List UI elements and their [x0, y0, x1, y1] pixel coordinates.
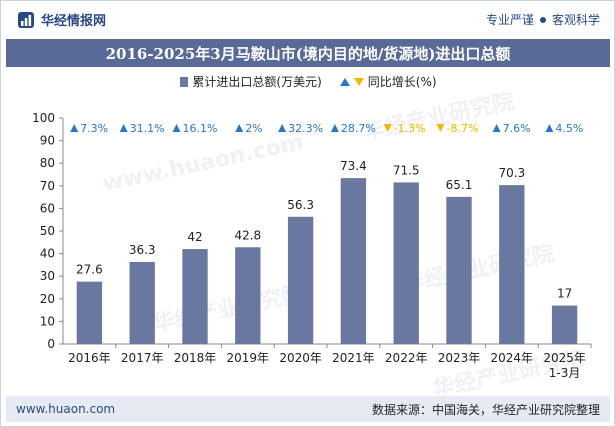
bar-value-label: 27.6	[76, 263, 103, 277]
triangle-down-icon	[353, 77, 364, 86]
triangle-down-icon	[436, 124, 445, 132]
category-label: 2016年	[68, 351, 111, 365]
tagline-left: 专业严谨	[485, 13, 534, 27]
y-tick-label: 10	[40, 314, 55, 328]
bar-value-label: 70.3	[498, 166, 525, 180]
legend: 累计进出口总额(万美元) 同比增长(%)	[1, 73, 615, 90]
category-label: 2024年	[491, 351, 534, 365]
legend-item-bars: 累计进出口总额(万美元)	[180, 73, 322, 90]
bar-value-label: 36.3	[129, 243, 156, 257]
brand: 华经情报网	[17, 10, 106, 29]
bar-value-label: 65.1	[446, 178, 473, 192]
top-bar: 华经情报网 专业严谨 客观科学	[1, 1, 614, 39]
y-tick-label: 90	[40, 134, 55, 148]
bar	[235, 247, 261, 344]
y-tick-label: 30	[40, 269, 55, 283]
bar-value-label: 73.4	[340, 159, 367, 173]
tagline-right: 客观科学	[551, 13, 600, 27]
category-label: 2023年	[438, 351, 481, 365]
y-tick-label: 60	[40, 201, 55, 215]
yoy-change-label: -1.3%	[394, 122, 426, 135]
triangle-up-icon	[172, 124, 181, 132]
y-tick-label: 80	[40, 156, 55, 170]
category-label: 2021年	[332, 351, 375, 365]
tagline-separator-icon	[539, 16, 546, 23]
y-tick-label: 50	[40, 224, 55, 238]
triangle-up-icon	[235, 124, 244, 132]
bar-value-label: 71.5	[393, 163, 420, 177]
y-tick-label: 100	[32, 111, 55, 125]
footer: www.huaon.com 数据来源：中国海关，华经产业研究院整理	[6, 396, 610, 422]
y-tick-label: 20	[40, 292, 55, 306]
yoy-change-label: 32.3%	[288, 122, 323, 135]
legend-item-change: 同比增长(%)	[339, 73, 437, 90]
legend-change-label: 同比增长(%)	[367, 75, 437, 89]
yoy-change-label: 4.5%	[555, 122, 583, 135]
bar	[551, 305, 578, 344]
bar	[76, 281, 103, 344]
category-label: 2022年	[385, 351, 428, 365]
yoy-change-label: 2%	[245, 122, 262, 135]
category-label: 2018年	[174, 351, 217, 365]
bar	[446, 196, 472, 344]
footer-site: www.huaon.com	[16, 402, 116, 416]
bar	[287, 216, 314, 344]
triangle-up-icon	[339, 77, 350, 86]
chart-title: 2016-2025年3月马鞍山市(境内目的地/货源地)进出口总额	[6, 39, 610, 67]
yoy-change-label: 7.6%	[503, 122, 531, 135]
y-tick-label: 40	[40, 247, 55, 261]
bar-swatch-icon	[180, 76, 189, 87]
bar	[182, 249, 208, 344]
triangle-up-icon	[119, 124, 128, 132]
yoy-change-label: 7.3%	[80, 122, 108, 135]
y-tick-label: 70	[40, 179, 55, 193]
bar	[499, 185, 525, 344]
category-label: 2025年	[543, 351, 586, 365]
bar-value-label: 17	[557, 287, 572, 301]
triangle-up-icon	[330, 124, 339, 132]
category-label: 1-3月	[549, 366, 581, 380]
triangle-up-icon	[545, 124, 554, 132]
yoy-change-label: 16.1%	[183, 122, 218, 135]
bar	[129, 261, 155, 344]
category-label: 2020年	[279, 351, 322, 365]
triangle-up-icon	[70, 124, 79, 132]
yoy-change-label: -8.7%	[447, 122, 479, 135]
bar-value-label: 42	[187, 230, 202, 244]
y-tick-label: 0	[47, 337, 55, 351]
huajing-logo-icon	[18, 11, 34, 28]
brand-name: 华经情报网	[41, 14, 107, 29]
bar-value-label: 56.3	[287, 198, 314, 212]
category-label: 2017年	[121, 351, 164, 365]
bar	[393, 182, 419, 344]
bar	[340, 178, 367, 344]
triangle-up-icon	[278, 124, 287, 132]
yoy-change-label: 31.1%	[130, 122, 165, 135]
tagline: 专业严谨 客观科学	[486, 11, 600, 28]
legend-bar-label: 累计进出口总额(万美元)	[192, 75, 322, 89]
category-label: 2019年	[227, 351, 270, 365]
bar-chart: 0 10 20 30 40 50 60 70 80 90 100 27.6 2016年 7.3% 36.3 2…	[32, 111, 592, 380]
triangle-down-icon	[383, 124, 392, 132]
yoy-change-label: 28.7%	[341, 122, 376, 135]
footer-source: 数据来源：中国海关，华经产业研究院整理	[371, 402, 600, 417]
bar-value-label: 42.8	[234, 228, 261, 242]
triangle-up-icon	[492, 124, 501, 132]
